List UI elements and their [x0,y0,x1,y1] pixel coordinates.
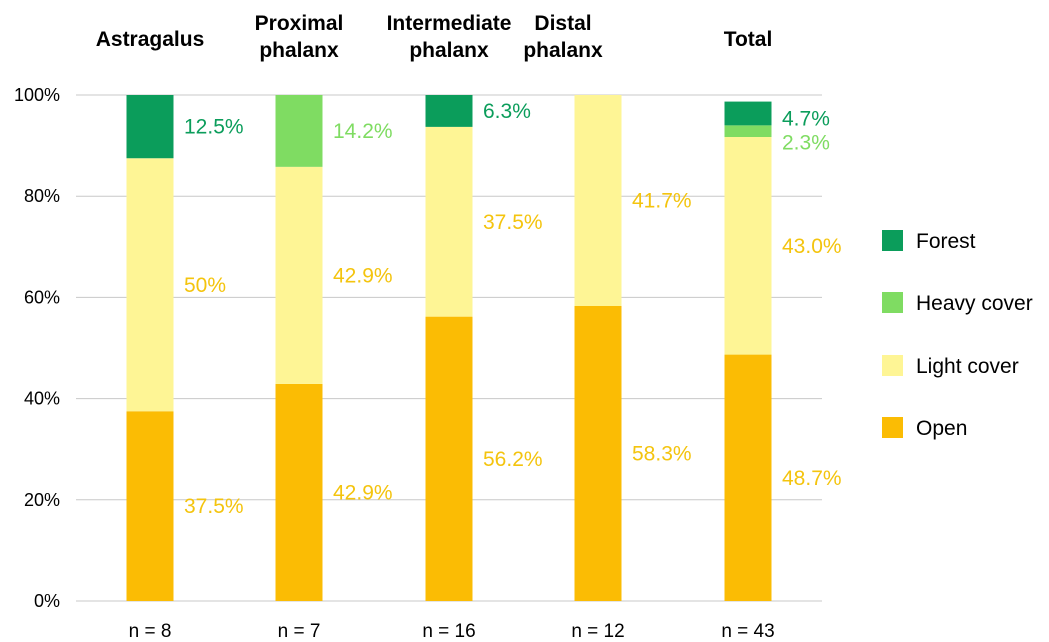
data-label-intermediate-phalanx-light-cover: 37.5% [483,211,543,234]
data-label-proximal-phalanx-open: 42.9% [333,481,393,504]
bar-segment-total-heavy-cover [724,125,772,137]
bar-segment-astragalus-open [126,411,174,601]
bar-segment-distal-phalanx-light-cover [574,95,622,307]
y-tick-label: 80% [24,186,60,206]
y-tick-label: 100% [14,85,60,105]
category-title-intermediate-phalanx: phalanx [409,39,489,62]
legend-swatch-open [882,417,903,438]
category-title-proximal-phalanx: Proximal [255,12,344,35]
data-label-proximal-phalanx-light-cover: 42.9% [333,264,393,287]
data-label-astragalus-forest: 12.5% [184,116,244,139]
category-title-astragalus: Astragalus [96,28,205,51]
bar-segment-intermediate-phalanx-open [425,316,473,601]
category-title-distal-phalanx: phalanx [523,39,603,62]
category-title-total: Total [724,28,773,51]
data-label-astragalus-light-cover: 50% [184,274,226,297]
bar-segment-total-light-cover [724,136,772,355]
y-tick-label: 40% [24,389,60,409]
bar-segment-total-open [724,354,772,601]
bar-segment-proximal-phalanx-light-cover [275,166,323,384]
data-label-total-heavy-cover: 2.3% [782,131,830,154]
bar-segment-astragalus-forest [126,95,174,159]
bar-segment-intermediate-phalanx-forest [425,95,473,127]
y-tick-label: 20% [24,490,60,510]
y-tick-label: 60% [24,287,60,307]
data-label-intermediate-phalanx-open: 56.2% [483,448,543,471]
legend-swatch-heavy-cover [882,292,903,313]
legend: Forest Heavy cover Light cover Open [882,230,1033,440]
bar-segment-proximal-phalanx-open [275,383,323,601]
data-label-distal-phalanx-open: 58.3% [632,443,692,466]
legend-label-forest: Forest [916,230,976,253]
category-title-intermediate-phalanx: Intermediate [387,12,512,35]
bar-segment-total-forest [724,101,772,126]
y-axis-tick-labels: 0% 20% 40% 60% 80% 100% [14,85,60,611]
category-titles: Astragalus Proximal phalanx Intermediate pha… [96,12,773,62]
data-label-astragalus-open: 37.5% [184,495,244,518]
sample-size-proximal-phalanx: n = 7 [278,621,321,642]
data-label-total-light-cover: 43.0% [782,235,842,258]
category-title-distal-phalanx: Distal [534,12,591,35]
y-tick-label: 0% [34,591,60,611]
sample-size-distal-phalanx: n = 12 [571,621,624,642]
legend-label-light-cover: Light cover [916,355,1019,378]
sample-size-intermediate-phalanx: n = 16 [422,621,475,642]
bar-segment-intermediate-phalanx-light-cover [425,126,473,317]
sample-size-total: n = 43 [721,621,774,642]
sample-size-labels: n = 8 n = 7 n = 16 n = 12 n = 43 [129,621,775,642]
legend-swatch-light-cover [882,355,903,376]
bar-segment-distal-phalanx-open [574,306,622,601]
sample-size-astragalus: n = 8 [129,621,172,642]
legend-label-open: Open [916,417,967,440]
category-title-proximal-phalanx: phalanx [259,39,339,62]
data-label-total-forest: 4.7% [782,108,830,131]
legend-swatch-forest [882,230,903,251]
legend-label-heavy-cover: Heavy cover [916,292,1033,315]
data-label-proximal-phalanx-heavy-cover: 14.2% [333,120,393,143]
data-label-intermediate-phalanx-forest: 6.3% [483,100,531,123]
data-labels: 37.5% 50% 12.5% 42.9% 42.9% 14.2% 56.2% 37.5% 6.… [184,100,842,518]
data-label-total-open: 48.7% [782,467,842,490]
bars [126,95,772,601]
data-label-distal-phalanx-light-cover: 41.7% [632,190,692,213]
bar-segment-astragalus-light-cover [126,158,174,412]
bar-segment-proximal-phalanx-heavy-cover [275,95,323,167]
